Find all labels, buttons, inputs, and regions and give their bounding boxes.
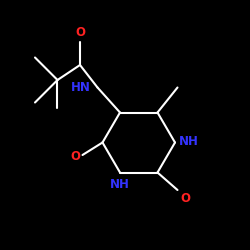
Text: O: O [75, 26, 85, 39]
Text: NH: NH [179, 135, 199, 148]
Text: NH: NH [110, 178, 130, 190]
Text: O: O [180, 192, 190, 205]
Text: O: O [70, 150, 80, 163]
Text: HN: HN [72, 81, 91, 94]
